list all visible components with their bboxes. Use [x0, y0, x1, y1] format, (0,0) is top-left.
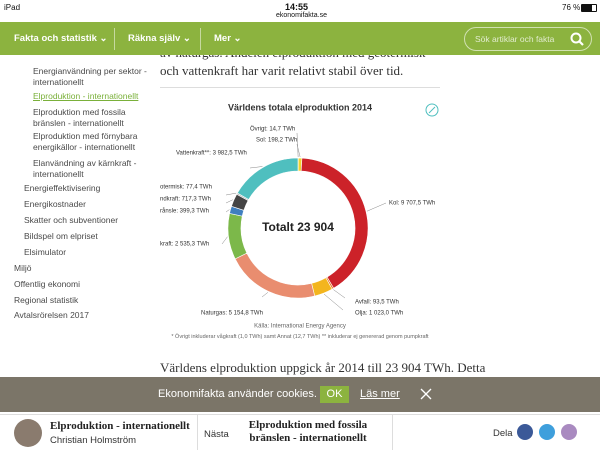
chart-footnote-box: * Övrigt inkluderar vågkraft (1,0 TWh) s… [171, 334, 429, 340]
sidebar-link[interactable]: Elanvändning av kärnkraft - internatione… [33, 158, 137, 179]
cookie-bar: Ekonomifakta använder cookies. OK Läs me… [0, 377, 600, 412]
divider [160, 87, 440, 88]
center-label: Totalt 23 904 [262, 220, 334, 234]
nav-separator [114, 28, 115, 50]
segment-label: Naturgas: 5 154,8 TWh [201, 311, 263, 317]
footer-divider [197, 415, 198, 450]
donut-segment [227, 213, 248, 260]
battery-icon [581, 4, 597, 12]
sidebar-link[interactable]: Skatter och subventioner [24, 215, 119, 225]
time: 14:55 [285, 2, 309, 12]
twitter-button[interactable] [539, 424, 555, 440]
sidebar-link[interactable]: Bildspel om elpriset [24, 231, 98, 241]
sidebar-link[interactable]: Avtalsrörelsen 2017 [14, 310, 89, 320]
battery: 76 % [562, 3, 581, 12]
segment-label: otermisk: 77,4 TWh [160, 185, 212, 191]
leader-line [323, 293, 344, 311]
nav-separator [200, 28, 201, 50]
device: iPad [4, 3, 21, 12]
sidebar-link[interactable]: Energikostnader [24, 199, 86, 209]
email-button[interactable] [561, 424, 577, 440]
leader-line [296, 132, 299, 158]
nav-text[interactable]: Fakta och statistik [14, 33, 97, 44]
segment-label: Vattenkraft**: 3 982,5 TWh [176, 151, 247, 157]
sidebar-link[interactable]: Energianvändning per sektor - internatio… [33, 66, 147, 87]
sidebar-link-active[interactable]: Elproduktion - internationellt [33, 91, 139, 101]
segment-label: ndkraft: 717,3 TWh [160, 197, 211, 203]
nav-item[interactable]: Mer ⌄ [214, 33, 242, 44]
sidebar-link[interactable]: Elproduktion med förnybara energikällor … [33, 131, 138, 152]
search-box[interactable]: Sök artiklar och fakta [464, 27, 592, 51]
nav-text[interactable]: Mer [214, 33, 231, 44]
chart-source: Källa: International Energy Agency [254, 324, 346, 330]
article-title: Elproduktion - internationellt [50, 420, 190, 432]
chart-title: Världens totala elproduktion 2014 [228, 102, 372, 112]
leader-line [221, 236, 228, 245]
sidebar-link[interactable]: Energieffektivisering [24, 183, 101, 193]
sidebar-link[interactable]: Elsimulator [24, 247, 67, 257]
nav-bar: Fakta och statistik ⌄ Räkna själv ⌄ Mer … [0, 22, 600, 55]
leader-line [366, 202, 387, 212]
search-icon[interactable] [569, 31, 585, 47]
segment-label: Olja: 1 023,0 TWh [355, 311, 403, 317]
author-avatar [14, 419, 42, 447]
footer-bar: Elproduktion - internationellt Christian… [0, 414, 600, 450]
nav-item[interactable]: Räkna själv ⌄ [128, 33, 191, 44]
next-article[interactable]: Elproduktion med fossila bränslen - inte… [248, 419, 368, 444]
sidebar-link[interactable]: Offentlig ekonomi [14, 279, 80, 289]
leader-line [333, 289, 346, 299]
segment-label: Avfall: 93,5 TWh [355, 300, 399, 306]
sidebar-link[interactable]: Elproduktion med fossila bränslen - inte… [33, 107, 126, 128]
segment-label: Sol: 198,2 TWh [256, 138, 297, 144]
search-placeholder[interactable]: Sök artiklar och fakta [475, 34, 555, 44]
segment-label: kraft: 2 535,3 TWh [160, 242, 209, 248]
next-label: Nästa [204, 429, 229, 440]
segment-label: Kol: 9 707,5 TWh [389, 201, 435, 207]
url[interactable]: ekonomifakta.se [276, 12, 327, 19]
share-label: Dela [493, 428, 513, 439]
footer-divider [392, 415, 393, 450]
sidebar-link[interactable]: Miljö [14, 263, 32, 273]
status-bar: iPad 14:55 ekonomifakta.se 76 % [0, 0, 600, 22]
leader-line [261, 292, 269, 298]
sidebar-link[interactable]: Regional statistik [14, 295, 79, 305]
author-name: Christian Holmström [50, 435, 137, 446]
nav-text[interactable]: Räkna själv [128, 33, 181, 44]
ok-button[interactable]: OK [320, 386, 349, 403]
leader-line [225, 209, 230, 213]
donut-segment [234, 252, 316, 299]
leader-line [296, 143, 301, 158]
donut-segment [236, 157, 299, 200]
expand-icon[interactable] [425, 103, 439, 117]
leader-line [249, 166, 263, 169]
article-paragraph: Världens elproduktion uppgick år 2014 ti… [160, 360, 486, 375]
read-more-link[interactable]: Läs mer [360, 388, 400, 400]
nav-item[interactable]: Fakta och statistik ⌄ [14, 33, 108, 44]
leader-line [225, 192, 237, 196]
facebook-button[interactable] [517, 424, 533, 440]
close-button[interactable] [420, 388, 432, 400]
leader-line [225, 199, 233, 204]
chart-footnote: * Övrigt inkluderar vågkraft (1,0 TWh) s… [171, 334, 429, 340]
segment-label: rånsle: 399,3 TWh [160, 208, 209, 215]
segment-label: Övrigt: 14,7 TWh [250, 126, 295, 133]
cookie-text: Ekonomifakta använder cookies. [158, 388, 317, 400]
